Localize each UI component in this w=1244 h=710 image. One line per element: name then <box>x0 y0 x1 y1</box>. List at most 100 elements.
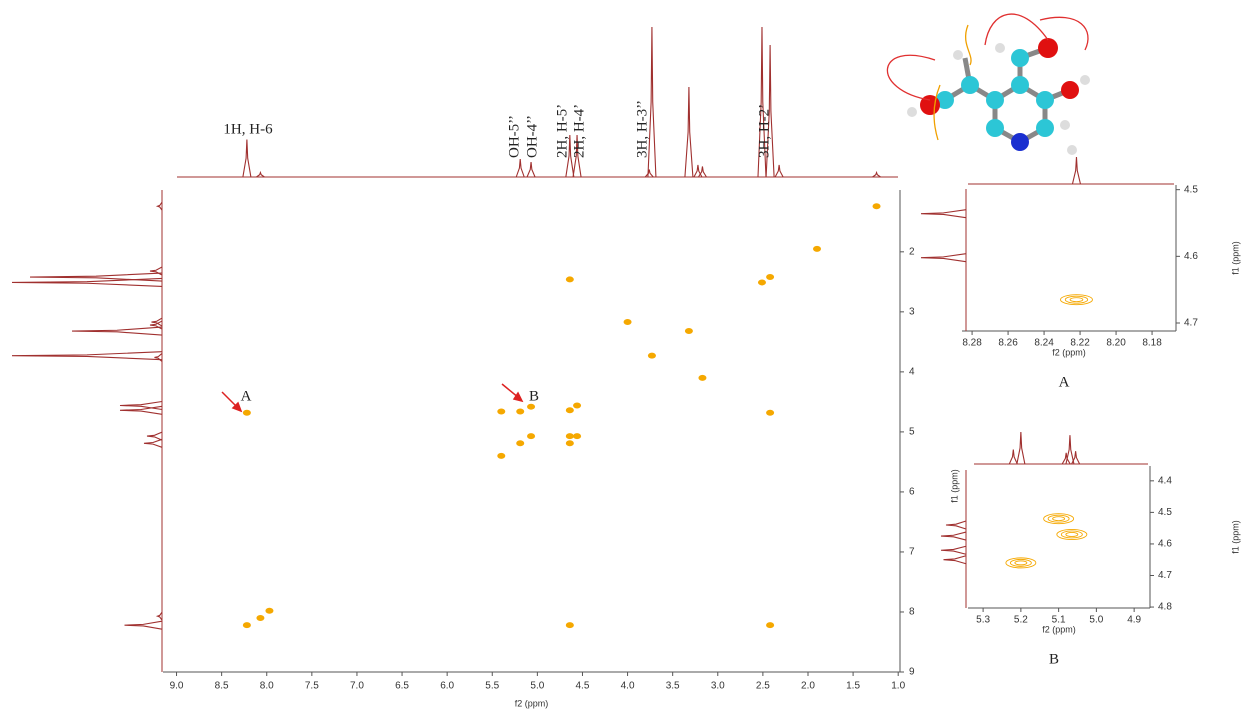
x-tick-label: 6.5 <box>395 681 409 692</box>
cross-peak <box>243 622 251 628</box>
left-spectrum-peak <box>155 353 163 361</box>
x-tick-label: 4.9 <box>1127 615 1141 626</box>
cross-peak <box>573 433 581 439</box>
cross-peak <box>758 279 766 285</box>
cross-peak <box>566 440 574 446</box>
x-tick-label: 5.0 <box>1089 615 1103 626</box>
x-tick-label: 6.0 <box>440 681 454 692</box>
left-spectrum-peak <box>12 352 162 360</box>
contour <box>1053 517 1065 521</box>
top-spectrum-peak <box>1017 432 1025 464</box>
cross-peak <box>243 410 251 416</box>
cross-peak <box>813 246 821 252</box>
left-spectrum-peak <box>944 556 967 564</box>
cross-peak <box>766 274 774 280</box>
cross-peak <box>516 440 524 446</box>
cross-peak <box>516 408 524 414</box>
x-tick-label: 2.5 <box>756 681 770 692</box>
cross-peak <box>1060 295 1092 305</box>
top-spectrum-peak <box>873 173 881 178</box>
peak-label: 2H, H-4’ <box>571 104 587 158</box>
noe-arrows <box>887 14 1088 140</box>
cross-peak <box>527 433 535 439</box>
x-tick-label: 8.26 <box>998 338 1018 349</box>
left-spectrum-peak <box>120 401 162 409</box>
top-spectrum-peak <box>1066 435 1074 464</box>
y-tick-label: 4.6 <box>1184 251 1198 262</box>
x-tick-label: 9.0 <box>170 681 184 692</box>
left-spectrum-peak <box>30 273 162 281</box>
top-spectrum-peak <box>775 165 783 177</box>
x-tick-label: 8.18 <box>1142 338 1162 349</box>
cross-peak <box>766 410 774 416</box>
arrow-label: A <box>241 388 252 404</box>
x-tick-label: 8.5 <box>215 681 229 692</box>
y-axis-label: f1 (ppm) <box>949 469 959 503</box>
x-tick-label: 5.3 <box>976 615 990 626</box>
peak-label: 3H, H-3’’ <box>634 100 650 158</box>
top-spectrum-peak <box>685 87 693 177</box>
x-tick-label: 3.5 <box>666 681 680 692</box>
top-spectrum-peak <box>243 140 251 178</box>
x-tick-label: 1.0 <box>891 681 905 692</box>
left-spectrum-peak <box>921 210 966 218</box>
x-tick-label: 8.28 <box>962 338 982 349</box>
left-spectrum-peak <box>144 439 162 447</box>
panel-caption: A <box>1059 374 1070 390</box>
peak-label: 3H, H-2’ <box>756 104 772 158</box>
x-tick-label: 5.5 <box>485 681 499 692</box>
peak-label: 1H, H-6 <box>223 121 273 137</box>
peak-label: OH-4’’ <box>524 115 540 158</box>
peak-label: 2H, H-5’ <box>554 104 570 158</box>
cross-peak <box>1044 514 1074 524</box>
left-spectrum-peak <box>125 621 163 629</box>
cross-peak <box>766 622 774 628</box>
left-spectrum-peak <box>147 432 162 440</box>
top-spectrum-peak <box>1072 157 1080 184</box>
x-tick-label: 3.0 <box>711 681 725 692</box>
cross-peak <box>698 375 706 381</box>
left-spectrum-peak <box>158 612 163 620</box>
x-tick-label: 7.0 <box>350 681 364 692</box>
cross-peak <box>566 622 574 628</box>
top-spectrum-peak <box>256 173 264 178</box>
peak-label: OH-5’’ <box>506 115 522 158</box>
arrow <box>222 384 522 411</box>
y-tick-label: 6 <box>909 487 915 498</box>
cross-peak <box>497 453 505 459</box>
cross-peak <box>566 433 574 439</box>
y-tick-label: 4.4 <box>1158 475 1172 486</box>
y-tick-label: 4 <box>909 367 915 378</box>
y-axis-label: f1 (ppm) <box>1230 241 1240 275</box>
cross-peak <box>256 615 264 621</box>
y-tick-label: 2 <box>909 246 915 257</box>
cross-peak <box>624 319 632 325</box>
y-tick-label: 4.5 <box>1184 184 1198 195</box>
x-tick-label: 2.0 <box>801 681 815 692</box>
y-tick-label: 9 <box>909 667 915 678</box>
cross-peak <box>573 402 581 408</box>
x-tick-label: 7.5 <box>305 681 319 692</box>
x-axis-label: f2 (ppm) <box>1052 347 1086 357</box>
cross-peak <box>648 353 656 359</box>
y-tick-label: 3 <box>909 306 915 317</box>
y-tick-label: 4.8 <box>1158 602 1172 613</box>
cross-peak <box>1057 529 1087 539</box>
arrow-label: B <box>529 388 539 404</box>
left-spectrum-peak <box>72 327 162 335</box>
panel-caption: B <box>1049 651 1059 667</box>
cross-peak <box>566 276 574 282</box>
x-tick-label: 8.20 <box>1106 338 1126 349</box>
y-tick-label: 5 <box>909 427 915 438</box>
cross-peak <box>873 203 881 209</box>
y-tick-label: 7 <box>909 547 915 558</box>
cross-peak <box>1006 558 1036 568</box>
figure: 9.08.58.07.57.06.56.05.55.04.54.03.53.02… <box>0 0 1244 710</box>
left-spectrum-peak <box>941 546 966 554</box>
top-spectrum-peak <box>1009 450 1017 464</box>
cross-peak <box>685 328 693 334</box>
x-tick-label: 4.5 <box>576 681 590 692</box>
contour <box>1070 298 1083 302</box>
top-spectrum-peak <box>527 162 535 177</box>
x-axis-label: f2 (ppm) <box>1042 624 1076 634</box>
